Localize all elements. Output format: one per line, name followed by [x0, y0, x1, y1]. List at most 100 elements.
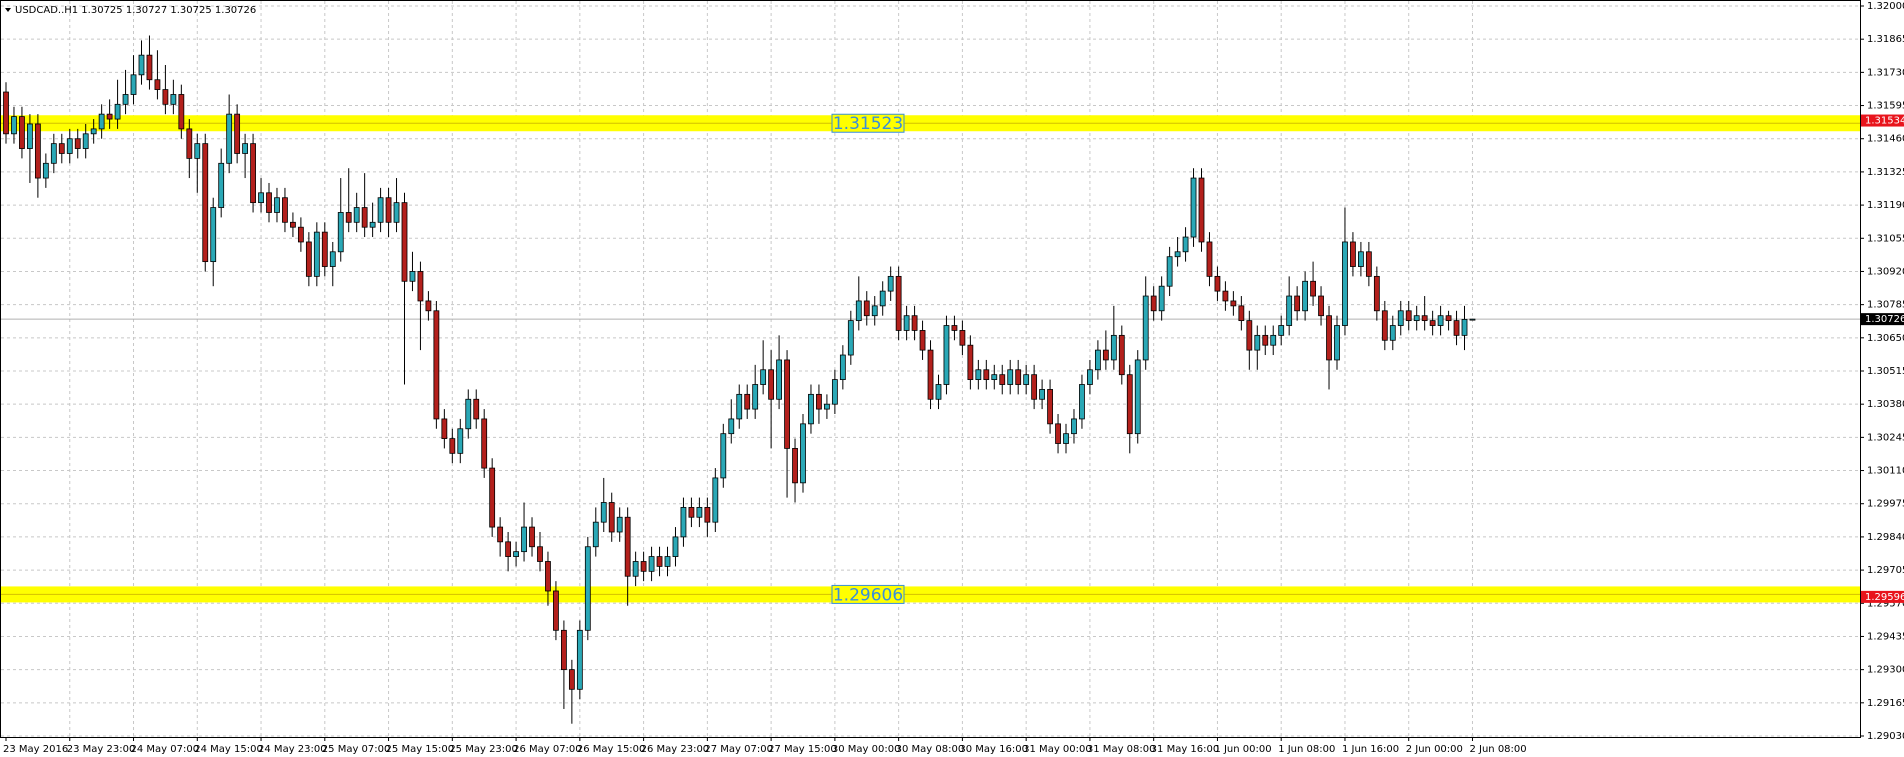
y-tick-label: 1.31730 [1867, 67, 1904, 78]
candle-body [1405, 310, 1412, 322]
candle-body [313, 231, 320, 277]
y-tick-label: 1.31865 [1867, 34, 1904, 45]
x-tick-label: 27 May 15:00 [768, 744, 837, 755]
level-label: 1.31523 [833, 114, 903, 134]
candle-body [1094, 349, 1101, 371]
candle-body [943, 325, 950, 385]
candle-body [505, 541, 512, 557]
candle-body [473, 398, 480, 420]
candle-body [3, 91, 9, 135]
candle-body [616, 516, 623, 533]
y-tick-label: 1.30920 [1867, 266, 1904, 277]
candle-body [648, 556, 655, 572]
candle-body [1158, 285, 1165, 312]
candle-body [784, 359, 790, 449]
candle-body [608, 502, 615, 533]
candle-body [1214, 275, 1221, 292]
overlay-layer: 1.32000 1.31865 1.31730 1.31595 1.31460 1.313… [3, 1, 1904, 755]
current-price-label: 1.30726 [1865, 314, 1904, 325]
candle-body [1286, 295, 1293, 326]
y-tick-label: 1.30380 [1867, 399, 1904, 410]
candle-body [1150, 295, 1157, 312]
candle-body [1294, 295, 1301, 312]
candle-body [656, 556, 663, 567]
y-tick-label: 1.29435 [1867, 631, 1904, 642]
candle-body [776, 359, 782, 400]
candle-body [1302, 280, 1309, 312]
candle-body [720, 433, 727, 479]
candle-body [297, 226, 304, 243]
y-tick-label: 1.30515 [1867, 366, 1904, 377]
y-tick-label: 1.29300 [1867, 665, 1904, 676]
candle-body [433, 310, 440, 420]
candle-body [704, 507, 711, 523]
candle-body [1381, 310, 1388, 341]
candle-body [624, 516, 631, 577]
candle-body [1102, 349, 1109, 361]
candle-body [1262, 334, 1269, 346]
candle-body [1087, 369, 1093, 385]
candle-body [282, 197, 288, 223]
candle-body [1373, 275, 1380, 312]
candle-body [855, 300, 862, 322]
y-tick-label: 1.30650 [1867, 333, 1904, 344]
candle-body [377, 197, 384, 223]
candle-body [839, 354, 846, 381]
y-tick-label: 1.30785 [1867, 300, 1904, 311]
candle-body [114, 103, 121, 120]
candle-body [1429, 320, 1436, 326]
x-tick-label: 31 May 16:00 [1151, 744, 1220, 755]
candle-body [27, 123, 33, 149]
candle-body [353, 207, 360, 223]
candle-body [895, 275, 902, 331]
candle-body [202, 143, 209, 263]
candle-body [1047, 389, 1053, 425]
x-tick-label: 25 May 15:00 [386, 744, 455, 755]
x-tick-label: 25 May 23:00 [449, 744, 518, 755]
candle-body [816, 393, 822, 410]
candle-body [1437, 315, 1444, 326]
candle-body [911, 315, 918, 331]
candle-body [441, 418, 448, 439]
x-tick-label: 26 May 15:00 [577, 744, 646, 755]
candle-body [305, 241, 312, 277]
candle-body [1389, 325, 1396, 341]
x-tick-label: 2 Jun 00:00 [1406, 744, 1463, 755]
candle-body [465, 398, 472, 430]
candle-body [337, 212, 344, 253]
candle-body [1254, 334, 1261, 351]
x-tick-label: 2 Jun 08:00 [1469, 744, 1526, 755]
candle-body [1134, 359, 1141, 435]
candle-body [991, 374, 998, 381]
candle-body [385, 197, 392, 223]
candle-body [1326, 315, 1332, 361]
candle-body [457, 428, 464, 454]
candle-body [975, 369, 982, 381]
candle-body [935, 384, 942, 400]
candle-body [425, 300, 432, 312]
candle-body [887, 275, 894, 292]
candle-body [1461, 318, 1468, 336]
candle-body [513, 551, 519, 557]
menu-arrow[interactable] [5, 8, 11, 12]
candle-body [1063, 433, 1069, 444]
candle-body [497, 526, 504, 543]
candle-body [162, 89, 169, 105]
candle-body [752, 384, 759, 410]
candle-body [393, 202, 400, 223]
candle-body [1142, 295, 1149, 361]
candle-body [529, 526, 535, 548]
candle-body [999, 374, 1006, 385]
candle-body [361, 207, 368, 228]
candle-body [640, 561, 647, 572]
candle-body [871, 305, 878, 317]
candle-body [409, 271, 416, 282]
candle-body [1421, 315, 1428, 322]
y-tick-label: 1.32000 [1867, 1, 1904, 12]
level-label: 1.29606 [833, 585, 903, 605]
candle-body [1230, 300, 1237, 307]
y-tick-label: 1.29165 [1867, 698, 1904, 709]
candle-body [210, 207, 217, 263]
candle-body [170, 94, 177, 105]
